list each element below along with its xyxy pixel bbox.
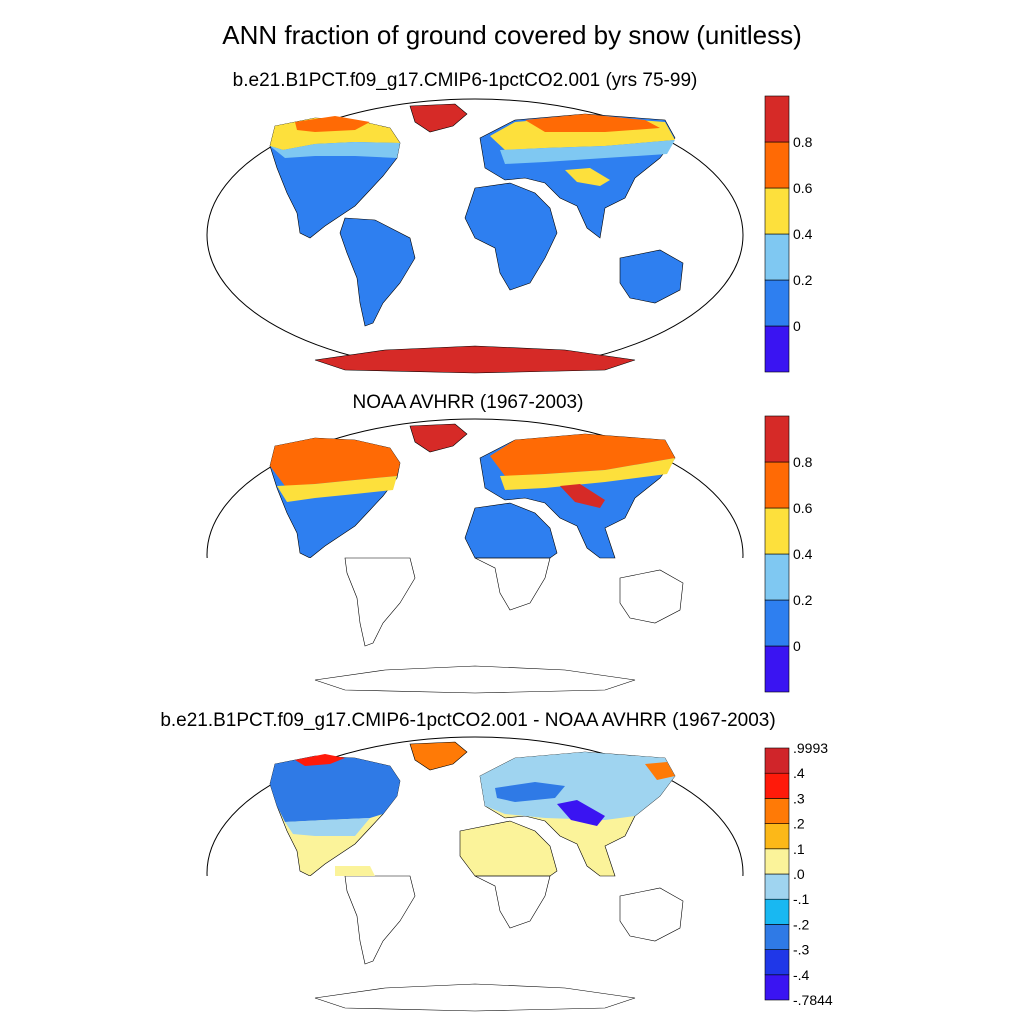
colorbar-tick-label: 0.4 xyxy=(793,546,813,562)
colorbar-tick-label: .2 xyxy=(793,816,805,832)
colorbar-swatch xyxy=(764,279,790,327)
masked-south-region xyxy=(205,558,745,693)
colorbar-swatch xyxy=(764,507,790,555)
colorbar-tick-label: 0.2 xyxy=(793,592,813,608)
colorbar-tick-label: 0.6 xyxy=(793,500,813,516)
map-panel-observed xyxy=(205,418,745,694)
greenland xyxy=(409,423,468,453)
australia-outline xyxy=(619,569,684,624)
masked-south-region xyxy=(205,876,745,1011)
north-america-diff-light xyxy=(285,818,370,836)
siberia-diff-positive xyxy=(645,762,675,780)
africa-landmass xyxy=(464,502,558,559)
greenland xyxy=(409,741,468,771)
figure-title: ANN fraction of ground covered by snow (… xyxy=(222,20,802,50)
australia-outline xyxy=(619,887,684,942)
colorbar-swatch xyxy=(764,233,790,281)
north-america-snow-band-mid xyxy=(277,476,397,502)
south-america-outline xyxy=(344,875,416,965)
colorbar-tick-label: 0.8 xyxy=(793,454,813,470)
colorbar-swatch xyxy=(764,798,790,824)
colorbar-swatch xyxy=(764,823,790,850)
colorbar-observed: 0 0.2 0.4 0.6 0.8 xyxy=(764,415,813,693)
eurasia-snow-band-high xyxy=(525,114,660,132)
eurasia-snow-band xyxy=(490,434,675,476)
south-america-outline xyxy=(344,557,416,647)
eurasia-diff-band xyxy=(480,752,675,820)
colorbar-swatch xyxy=(764,873,790,900)
panel-1-subtitle: b.e21.B1PCT.f09_g17.CMIP6-1pctCO2.001 (y… xyxy=(232,70,698,91)
colorbar-tick-label: -.3 xyxy=(793,942,810,958)
colorbar-tick-label: .4 xyxy=(793,765,805,781)
colorbar-tick-label: .1 xyxy=(793,841,805,857)
colorbar-model: 0 0.2 0.4 0.6 0.8 xyxy=(764,95,813,373)
colorbar-tick-label: -.2 xyxy=(793,916,810,932)
map-panel-model xyxy=(206,98,744,374)
colorbar-tick-label: 0.8 xyxy=(793,134,813,150)
colorbar-swatch xyxy=(764,645,790,693)
colorbar-swatch xyxy=(764,187,790,235)
colorbar-difference: -.7844 -.4 -.3 -.2 -.1 .0 .1 .2 .3 .4 .9993 xyxy=(764,740,833,1008)
colorbar-swatch xyxy=(764,325,790,373)
colorbar-swatch xyxy=(764,974,790,1001)
australia-landmass xyxy=(619,249,684,304)
antarctica xyxy=(314,345,636,374)
colorbar-tick-label: 0.4 xyxy=(793,226,813,242)
north-america-diff-band xyxy=(270,756,400,822)
colorbar-swatch xyxy=(764,599,790,647)
colorbar-tick-label: -.1 xyxy=(793,891,810,907)
colorbar-tick-label: .0 xyxy=(793,866,805,882)
africa-landmass xyxy=(459,820,558,877)
colorbar-swatch xyxy=(764,95,790,143)
tibet-snow-patch xyxy=(560,484,605,508)
panel-2-subtitle: NOAA AVHRR (1967-2003) xyxy=(352,392,584,413)
map-panel-difference xyxy=(205,736,745,1012)
north-america-snow-band-mid xyxy=(270,142,400,158)
africa-outline xyxy=(474,557,551,611)
antarctica-outline xyxy=(314,665,636,694)
colorbar-swatch xyxy=(764,898,790,925)
tibet-snow-patch xyxy=(565,168,610,186)
north-america-snow-band xyxy=(270,438,400,486)
tibet-diff-strong-negative xyxy=(557,800,605,826)
colorbar-tick-label: 0.6 xyxy=(793,180,813,196)
panel-3-subtitle: b.e21.B1PCT.f09_g17.CMIP6-1pctCO2.001 - … xyxy=(160,710,776,731)
africa-landmass xyxy=(464,182,558,291)
colorbar-tick-label: 0 xyxy=(793,638,801,654)
colorbar-swatch xyxy=(764,553,790,601)
south-america-landmass xyxy=(339,217,416,327)
greenland xyxy=(409,103,468,133)
africa-outline xyxy=(474,875,551,929)
antarctica-outline xyxy=(314,983,636,1012)
colorbar-tick-label: 0 xyxy=(793,318,801,334)
eurasia-snow-band-mid xyxy=(500,458,675,490)
colorbar-swatch xyxy=(764,924,790,950)
colorbar-swatch xyxy=(764,461,790,509)
north-america-arctic-positive xyxy=(295,754,345,766)
colorbar-swatch xyxy=(764,747,790,774)
colorbar-swatch xyxy=(764,949,790,976)
eurasia-snow-band-mid xyxy=(500,140,675,164)
colorbar-tick-label: -.4 xyxy=(793,967,810,983)
colorbar-tick-label: .3 xyxy=(793,790,805,806)
colorbar-tick-label: 0.2 xyxy=(793,272,813,288)
colorbar-swatch xyxy=(764,141,790,189)
colorbar-swatch xyxy=(764,415,790,463)
eurasia-diff-negative xyxy=(495,782,565,802)
north-america-snow-band-high xyxy=(295,116,370,132)
colorbar-swatch xyxy=(764,848,790,875)
colorbar-swatch xyxy=(764,772,790,799)
colorbar-tick-label: -.7844 xyxy=(793,992,833,1008)
colorbar-tick-label: .9993 xyxy=(793,740,828,756)
central-america-positive xyxy=(335,866,375,876)
